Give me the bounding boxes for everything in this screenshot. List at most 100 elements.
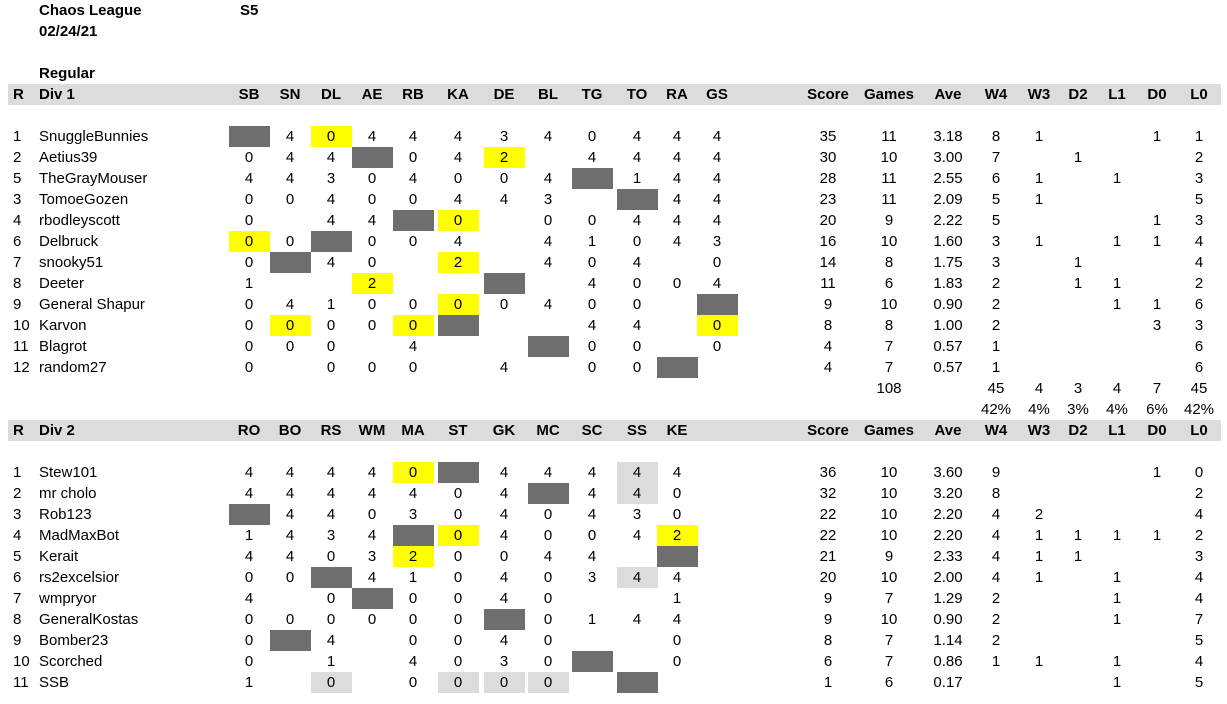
result-cell: 0 (408, 632, 418, 649)
stat-value: 6 (823, 653, 833, 670)
result-cell (527, 336, 569, 357)
result-cell: 4 (499, 464, 509, 481)
total-value: 4 (1112, 380, 1122, 397)
opponent-header: GS (706, 86, 728, 103)
result-cell: 4 (285, 506, 295, 523)
total-value: 3 (1073, 380, 1083, 397)
stat-header: W4 (984, 86, 1008, 103)
stat-value: 2.20 (933, 506, 963, 523)
stat-header: Games (863, 86, 915, 103)
stat-value: 0 (1194, 464, 1204, 481)
result-cell: 0 (543, 653, 553, 670)
player-name: TheGrayMouser (39, 170, 148, 187)
opponent-header: WM (358, 422, 386, 439)
stat-value: 20 (819, 569, 837, 586)
result-cell: 0 (244, 212, 254, 229)
total-value: 45 (1190, 380, 1208, 397)
rank-value: 4 (13, 212, 22, 229)
result-cell: 0 (527, 672, 569, 693)
season-label: S5 (240, 2, 259, 19)
result-cell: 4 (326, 212, 336, 229)
result-cell: 1 (408, 569, 418, 586)
stat-header: Score (807, 422, 849, 439)
result-cell (657, 336, 698, 357)
stat-value: 7 (884, 632, 894, 649)
rank-value: 1 (13, 128, 22, 145)
rank-value: 11 (13, 338, 29, 355)
result-cell (656, 357, 698, 378)
result-cell: 1 (244, 674, 254, 691)
result-cell (617, 588, 658, 609)
result-cell: 4 (672, 128, 682, 145)
result-cell: 0 (408, 233, 418, 250)
stat-value: 1 (1073, 254, 1083, 271)
stat-value: 4 (991, 506, 1001, 523)
result-cell: 1 (587, 233, 597, 250)
result-cell: 0 (285, 191, 295, 208)
result-cell: 4 (672, 149, 682, 166)
stat-value: 8 (823, 317, 833, 334)
stat-value: 1 (1034, 569, 1044, 586)
rank-value: 8 (13, 611, 22, 628)
result-cell: 0 (310, 672, 352, 693)
result-cell: 0 (543, 590, 553, 607)
stat-value: 1 (991, 653, 1001, 670)
stat-value: 2 (991, 317, 1001, 334)
stat-value: 3.60 (933, 464, 963, 481)
stat-value: 9 (884, 212, 894, 229)
result-cell (351, 588, 393, 609)
result-cell (484, 210, 525, 231)
player-name: Aetius39 (39, 149, 98, 166)
result-cell: 4 (587, 275, 597, 292)
result-cell: 4 (408, 653, 418, 670)
result-cell: 0 (543, 506, 553, 523)
result-cell: 0 (244, 149, 254, 166)
stat-value: 2 (991, 275, 1001, 292)
stat-value: 3.20 (933, 485, 963, 502)
result-cell: 4 (408, 128, 418, 145)
result-cell: 4 (453, 191, 463, 208)
result-cell: 0 (437, 294, 479, 315)
stat-value: 20 (819, 212, 837, 229)
player-name: Bomber23 (39, 632, 109, 649)
stat-value: 7 (884, 359, 894, 376)
result-cell: 4 (587, 548, 597, 565)
stat-value: 3 (1194, 212, 1204, 229)
stat-header: L0 (1190, 422, 1208, 439)
result-cell: 4 (326, 254, 336, 271)
result-cell (571, 168, 613, 189)
result-cell: 0 (285, 233, 295, 250)
rank-value: 2 (13, 149, 22, 166)
stat-value: 4 (1194, 506, 1204, 523)
result-cell: 4 (408, 338, 418, 355)
result-cell: 1 (587, 611, 597, 628)
stat-value: 7 (1194, 611, 1204, 628)
player-name: mr cholo (39, 485, 97, 502)
stat-value: 1 (1112, 590, 1122, 607)
rank-value: 7 (13, 254, 22, 271)
stat-value: 36 (819, 464, 837, 481)
stat-value: 2 (1194, 275, 1204, 292)
result-cell: 4 (712, 149, 722, 166)
result-cell: 0 (244, 632, 254, 649)
result-cell: 0 (408, 611, 418, 628)
result-cell: 0 (244, 611, 254, 628)
stat-value: 2.22 (933, 212, 963, 229)
stat-value: 4 (1194, 233, 1204, 250)
result-cell: 4 (285, 149, 295, 166)
stat-value: 5 (1194, 191, 1204, 208)
result-cell: 4 (672, 170, 682, 187)
result-cell: 0 (244, 254, 254, 271)
stat-value: 1 (1112, 275, 1122, 292)
result-cell (484, 336, 525, 357)
stat-header: D0 (1147, 86, 1167, 103)
stat-value: 10 (880, 296, 898, 313)
rank-value: 5 (13, 548, 22, 565)
stat-value: 1 (1152, 296, 1162, 313)
result-cell: 3 (499, 653, 509, 670)
result-cell (352, 672, 393, 693)
result-cell: 4 (499, 191, 509, 208)
stat-value: 9 (884, 548, 894, 565)
player-name: TomoeGozen (39, 191, 129, 208)
percent-value: 6% (1146, 401, 1168, 418)
